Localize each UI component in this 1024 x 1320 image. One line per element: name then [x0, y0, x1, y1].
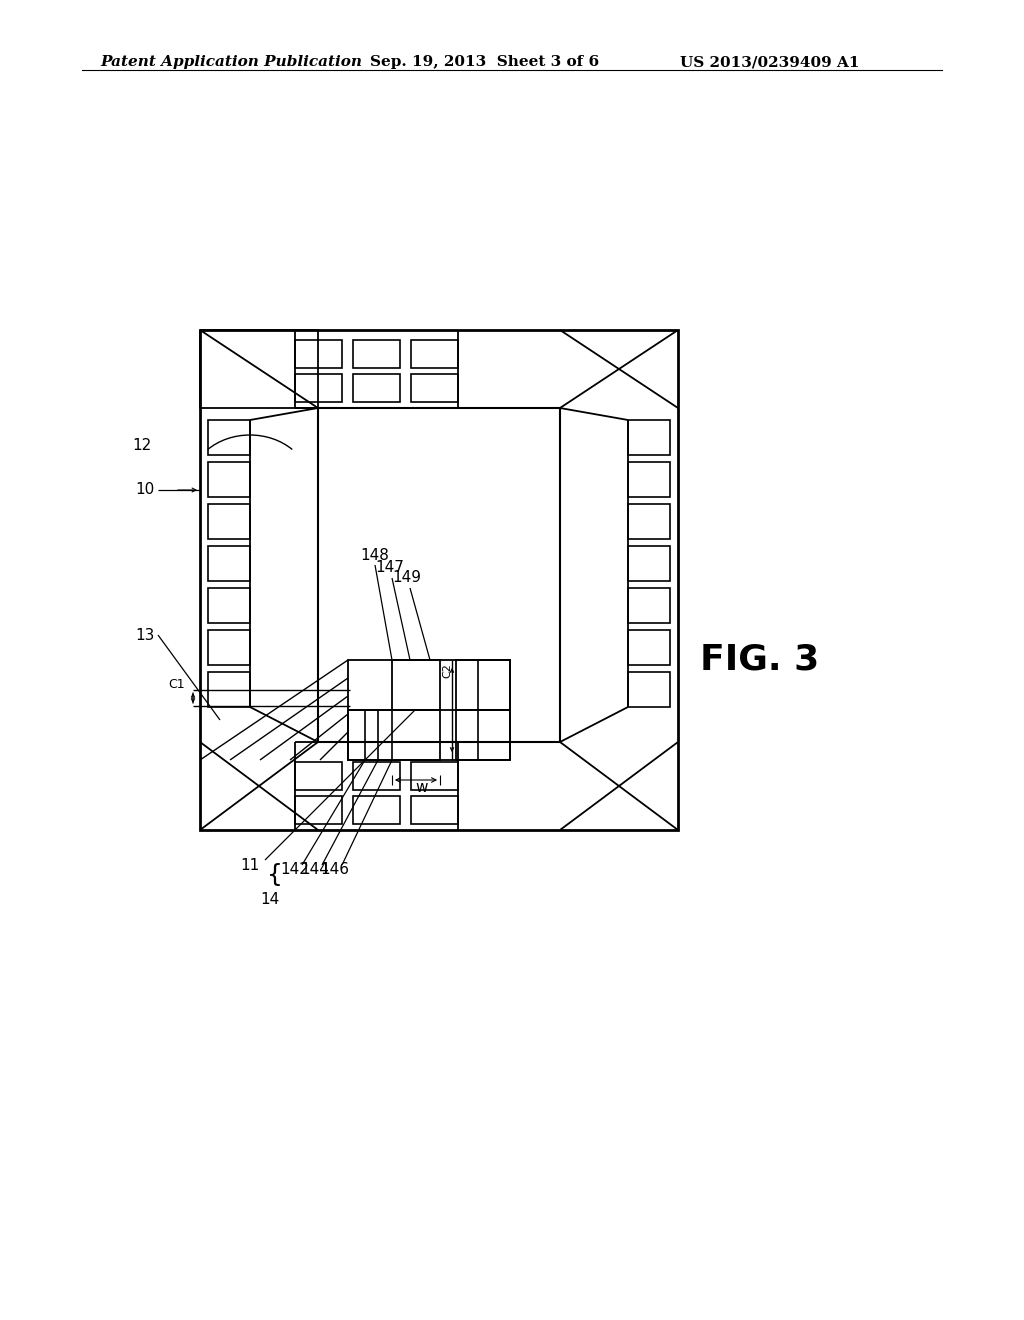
- Bar: [628, 630, 670, 665]
- Bar: [208, 546, 250, 581]
- Bar: [208, 587, 250, 623]
- Bar: [628, 587, 670, 623]
- Bar: [208, 462, 250, 498]
- Bar: [318, 408, 560, 742]
- Bar: [392, 660, 440, 710]
- Bar: [208, 672, 250, 708]
- Text: FIG. 3: FIG. 3: [700, 643, 819, 677]
- Bar: [456, 660, 510, 710]
- Bar: [295, 796, 342, 824]
- Bar: [628, 420, 670, 455]
- Bar: [411, 796, 458, 824]
- Bar: [353, 374, 400, 403]
- Bar: [353, 341, 400, 368]
- Text: 12: 12: [133, 437, 152, 453]
- Text: Patent Application Publication: Patent Application Publication: [100, 55, 362, 69]
- Text: {: {: [267, 863, 283, 887]
- Text: 10: 10: [136, 483, 155, 498]
- Bar: [411, 762, 458, 789]
- Text: 14: 14: [260, 892, 280, 908]
- Text: C1: C1: [168, 677, 185, 690]
- Bar: [208, 504, 250, 539]
- Text: w: w: [415, 780, 427, 795]
- Text: 146: 146: [319, 862, 349, 878]
- Bar: [411, 341, 458, 368]
- Bar: [295, 374, 342, 403]
- Bar: [456, 710, 510, 760]
- Bar: [353, 762, 400, 789]
- Bar: [295, 762, 342, 789]
- Bar: [208, 630, 250, 665]
- Text: 142: 142: [280, 862, 309, 878]
- Bar: [628, 504, 670, 539]
- Text: US 2013/0239409 A1: US 2013/0239409 A1: [680, 55, 859, 69]
- Text: 149: 149: [392, 570, 421, 586]
- Bar: [628, 462, 670, 498]
- Bar: [353, 796, 400, 824]
- Text: C2: C2: [442, 663, 452, 678]
- Bar: [628, 546, 670, 581]
- Text: 148: 148: [360, 548, 389, 562]
- Text: 144: 144: [300, 862, 329, 878]
- Bar: [295, 341, 342, 368]
- Text: 147: 147: [375, 561, 403, 576]
- Bar: [200, 330, 678, 830]
- Text: Sep. 19, 2013  Sheet 3 of 6: Sep. 19, 2013 Sheet 3 of 6: [370, 55, 599, 69]
- Bar: [628, 672, 670, 708]
- Bar: [208, 420, 250, 455]
- Bar: [348, 660, 510, 760]
- Bar: [348, 710, 440, 760]
- Text: 11: 11: [240, 858, 259, 873]
- Bar: [411, 374, 458, 403]
- Text: 13: 13: [135, 627, 155, 643]
